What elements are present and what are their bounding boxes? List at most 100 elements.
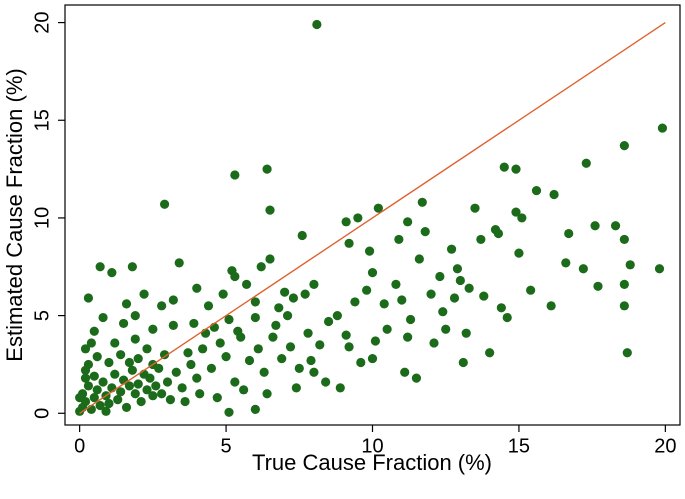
point: [174, 258, 184, 268]
point: [89, 393, 99, 403]
point: [350, 297, 360, 307]
point: [98, 377, 108, 387]
point: [619, 279, 629, 289]
point: [83, 293, 94, 303]
point: [280, 287, 290, 297]
point: [619, 141, 629, 151]
point: [429, 338, 439, 348]
point: [581, 158, 591, 168]
x-axis-title: True Cause Fraction (%): [252, 450, 492, 475]
point: [452, 264, 463, 274]
point: [321, 377, 331, 387]
point: [215, 338, 225, 348]
x-tick-label: 15: [508, 435, 530, 457]
point: [303, 328, 313, 338]
point: [118, 318, 129, 329]
point: [578, 264, 588, 274]
point: [104, 357, 114, 368]
point: [230, 377, 240, 387]
point: [89, 326, 99, 336]
y-tick-label: 20: [31, 11, 53, 33]
point: [332, 311, 342, 321]
point: [262, 164, 272, 174]
point: [241, 279, 252, 289]
point: [499, 162, 509, 172]
point: [590, 221, 600, 231]
point: [344, 342, 354, 352]
point: [622, 348, 632, 358]
y-axis-title: Estimated Cause Fraction (%): [2, 68, 27, 361]
point: [130, 389, 140, 399]
point: [511, 164, 521, 174]
point: [180, 396, 190, 407]
point: [485, 348, 495, 358]
point: [253, 344, 263, 354]
point: [203, 301, 214, 311]
point: [546, 301, 556, 311]
point: [593, 281, 603, 291]
point: [476, 234, 486, 245]
point: [92, 385, 102, 395]
point: [458, 357, 468, 368]
point: [104, 398, 114, 409]
point: [561, 258, 571, 268]
point: [224, 407, 234, 417]
point: [148, 324, 158, 334]
point: [256, 262, 266, 272]
point: [110, 338, 120, 348]
point: [189, 318, 199, 329]
point: [531, 185, 542, 196]
point: [212, 393, 222, 403]
point: [186, 359, 196, 370]
point: [127, 365, 137, 375]
point: [195, 389, 205, 399]
y-tick-label: 15: [31, 109, 53, 131]
point: [335, 383, 345, 393]
point: [98, 312, 108, 323]
point: [192, 283, 202, 293]
point: [411, 373, 422, 383]
point: [107, 268, 117, 278]
y-tick-label: 10: [31, 207, 53, 229]
point: [394, 234, 404, 245]
point: [323, 316, 334, 327]
point: [400, 367, 410, 377]
point: [75, 393, 85, 403]
point: [285, 342, 296, 352]
point: [177, 383, 187, 393]
point: [438, 307, 448, 317]
point: [139, 289, 149, 299]
point: [145, 373, 155, 383]
point: [382, 324, 392, 334]
point: [116, 387, 126, 397]
point: [148, 391, 158, 401]
point: [95, 400, 105, 411]
point: [113, 395, 123, 405]
point: [80, 365, 91, 375]
point: [517, 213, 527, 223]
point: [420, 227, 430, 237]
point: [92, 352, 102, 362]
point: [133, 353, 143, 364]
point: [353, 213, 363, 223]
point: [80, 373, 91, 383]
point: [110, 369, 120, 379]
point: [259, 367, 269, 377]
point: [244, 355, 255, 366]
point: [526, 285, 536, 295]
point: [362, 285, 372, 295]
point: [192, 373, 202, 383]
point: [315, 340, 325, 350]
point: [151, 381, 161, 391]
y-tick-label: 5: [31, 310, 53, 321]
point: [426, 289, 436, 299]
point: [271, 320, 281, 330]
point: [157, 389, 167, 399]
point: [80, 344, 91, 354]
x-tick-label: 0: [74, 435, 85, 457]
point: [341, 217, 351, 227]
point: [124, 357, 135, 368]
point: [142, 385, 152, 395]
point: [171, 367, 181, 377]
